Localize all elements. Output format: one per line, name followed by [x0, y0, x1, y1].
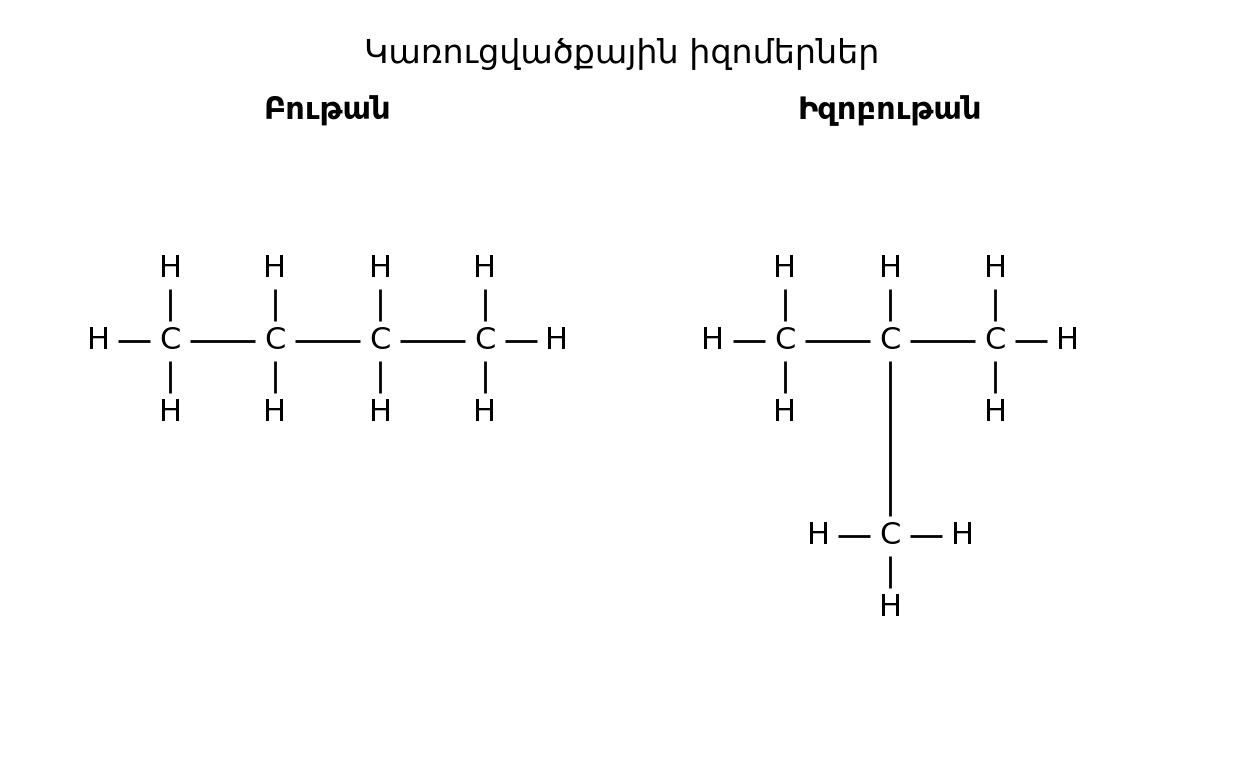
Text: C: C [264, 326, 286, 355]
Text: H: H [264, 399, 286, 427]
Text: H: H [546, 326, 569, 355]
Text: H: H [87, 326, 109, 355]
Text: H: H [1055, 326, 1079, 355]
Text: C: C [984, 326, 1005, 355]
Text: H: H [774, 254, 796, 284]
Text: Իզոբութան: Իզոբութան [797, 96, 983, 126]
Text: H: H [368, 254, 392, 284]
Text: C: C [880, 326, 901, 355]
Text: H: H [264, 254, 286, 284]
Text: H: H [806, 521, 830, 550]
Text: C: C [159, 326, 180, 355]
Text: H: H [878, 594, 902, 622]
Text: H: H [878, 254, 902, 284]
Text: H: H [702, 326, 724, 355]
Text: H: H [984, 254, 1006, 284]
Text: C: C [880, 521, 901, 550]
Text: C: C [774, 326, 796, 355]
Text: Բութան: Բութան [264, 96, 392, 126]
Text: Կառուցվածքային իզոմերներ: Կառուցվածքային իզոմերներ [364, 38, 880, 70]
Text: H: H [950, 521, 974, 550]
Text: H: H [774, 399, 796, 427]
Text: H: H [474, 399, 496, 427]
Text: H: H [368, 399, 392, 427]
Text: C: C [474, 326, 495, 355]
Text: H: H [158, 399, 182, 427]
Text: H: H [984, 399, 1006, 427]
Text: H: H [474, 254, 496, 284]
Text: H: H [158, 254, 182, 284]
Text: C: C [369, 326, 391, 355]
